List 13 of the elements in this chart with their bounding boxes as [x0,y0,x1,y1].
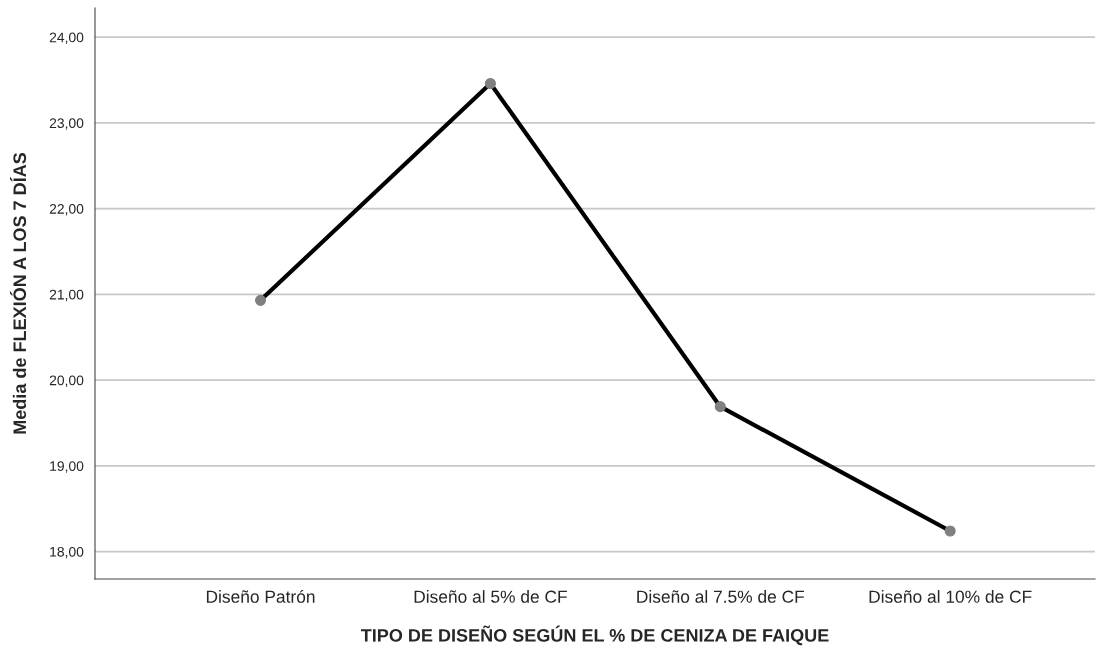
y-tick-label: 23,00 [49,118,84,130]
y-axis-title: Media de FLEXIÓN A LOS 7 DÍAS [9,152,27,434]
y-tick-label: 24,00 [49,32,84,44]
x-axis-title: TIPO DE DISEÑO SEGÚN EL % DE CENIZA DE FAIQUE [360,625,829,646]
y-tick-label: 22,00 [49,203,84,216]
y-tick-label: 19,00 [50,461,84,473]
y-tick-label: 20,00 [49,375,84,387]
x-tick-label: Diseño Patrón [206,589,315,603]
x-tick-label: Diseño al 5% de CF [414,590,567,603]
x-tick-label: Diseño al 7.5% de CF [637,590,805,603]
y-tick-label: 21,00 [49,289,84,302]
y-tick-label: 18,00 [50,546,84,559]
x-tick-label: Diseño al 10% de CF [869,590,1032,603]
